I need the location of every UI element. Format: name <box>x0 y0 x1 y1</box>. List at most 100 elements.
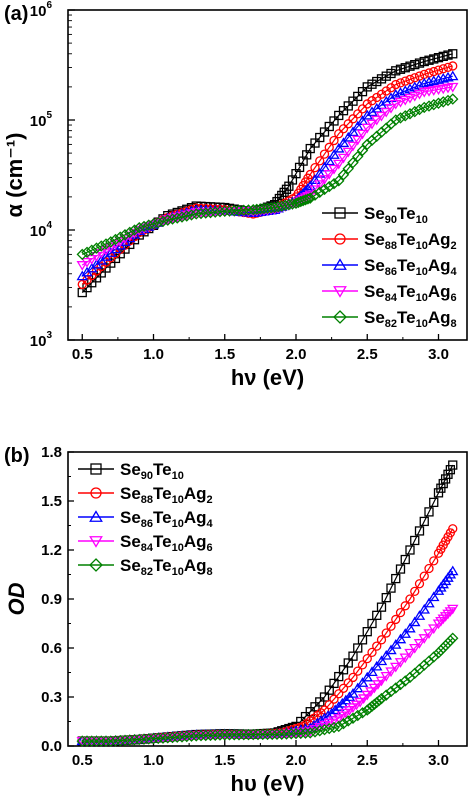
data-point <box>376 635 387 645</box>
data-point <box>394 633 407 644</box>
data-point <box>348 96 358 106</box>
data-point <box>394 97 407 108</box>
legend-text-part: Se <box>364 256 385 275</box>
legend-marker <box>334 233 346 245</box>
data-point <box>404 648 416 659</box>
data-point <box>277 190 287 201</box>
legend-subscript: 2 <box>207 494 213 506</box>
panel-b-chart: 0.5 1.0 1.5 2.0 2.5 3.0 0.0 0.3 0.6 0.9 1.2 1.5 1.8 h… <box>4 444 468 796</box>
data-point <box>337 717 350 730</box>
data-point <box>124 734 136 746</box>
y-axis-title: OD <box>4 582 29 615</box>
series-2 <box>76 565 459 746</box>
data-point <box>386 83 396 93</box>
data-point <box>95 735 107 747</box>
data-point <box>105 735 117 747</box>
data-point <box>86 244 98 256</box>
data-point <box>438 51 448 62</box>
data-point <box>413 89 426 100</box>
x-tick-label: 3.0 <box>428 346 449 363</box>
panel-label: (a) <box>4 3 28 25</box>
data-point <box>110 253 121 264</box>
data-point <box>190 730 202 742</box>
data-point <box>395 607 406 618</box>
data-point <box>428 624 440 635</box>
data-point <box>266 728 278 741</box>
data-point <box>386 621 396 631</box>
legend-marker <box>333 258 347 270</box>
data-point <box>319 149 330 159</box>
data-point <box>119 734 131 747</box>
data-point <box>304 727 316 739</box>
legend-subscript: 4 <box>207 518 214 530</box>
data-point <box>305 169 315 180</box>
data-point <box>419 56 429 67</box>
data-point <box>133 733 145 746</box>
data-point <box>143 219 155 231</box>
data-point <box>366 700 378 712</box>
data-point <box>319 127 330 137</box>
data-point <box>413 610 426 620</box>
data-point <box>157 215 169 228</box>
legend-text-part: Te <box>397 230 416 249</box>
data-point <box>166 213 179 225</box>
legend-text-part: Se <box>120 508 141 527</box>
data-point <box>367 647 377 658</box>
data-point <box>409 616 421 627</box>
data-point <box>372 641 382 651</box>
data-point <box>375 655 388 666</box>
data-point <box>375 111 388 122</box>
data-point <box>386 68 396 79</box>
data-point <box>171 212 183 224</box>
data-point <box>318 720 331 731</box>
data-point <box>414 58 425 68</box>
data-point <box>324 142 334 152</box>
data-point <box>333 142 345 153</box>
data-point <box>444 634 457 647</box>
data-point <box>309 726 321 738</box>
data-point <box>352 135 364 146</box>
legend-text-part: Te <box>153 460 172 479</box>
data-point <box>423 629 435 639</box>
data-point <box>318 183 331 196</box>
data-point <box>447 632 459 644</box>
legend-subscript: 90 <box>385 214 397 226</box>
data-point <box>209 206 221 218</box>
data-point <box>404 93 416 104</box>
data-point <box>100 735 112 747</box>
legend: Se90Te10Se88Te10Ag2Se86Te10Ag4Se84Te10Ag… <box>322 204 458 330</box>
y-tick-base: 10 <box>30 113 47 130</box>
data-point <box>285 728 297 740</box>
data-point <box>357 694 370 705</box>
data-point <box>367 79 377 89</box>
data-point <box>295 727 307 740</box>
data-point <box>315 132 325 143</box>
data-point <box>438 64 448 74</box>
data-point <box>435 617 447 627</box>
legend-label: Se84Te10Ag6 <box>364 282 457 304</box>
x-tick-label: 0.5 <box>72 346 93 363</box>
data-point <box>381 592 391 603</box>
data-point <box>357 635 368 645</box>
data-point <box>233 204 245 217</box>
data-point <box>399 95 411 106</box>
data-point <box>375 676 388 687</box>
legend-subscript: 90 <box>141 470 153 482</box>
y-tick-base: 10 <box>30 3 47 20</box>
data-point <box>347 688 359 698</box>
data-point <box>152 216 164 229</box>
data-point <box>380 107 392 118</box>
y-axis-title: α (cm⁻¹) <box>2 132 27 217</box>
data-point <box>400 601 410 611</box>
data-point <box>81 258 93 268</box>
data-point <box>314 186 326 199</box>
data-point <box>362 627 372 637</box>
series-4 <box>76 93 459 261</box>
legend-text-part: Se <box>364 204 385 223</box>
data-point <box>309 189 321 201</box>
data-point <box>279 187 289 198</box>
data-point <box>376 74 387 84</box>
data-point <box>334 671 344 682</box>
series-line <box>82 608 454 742</box>
data-point <box>337 137 350 148</box>
